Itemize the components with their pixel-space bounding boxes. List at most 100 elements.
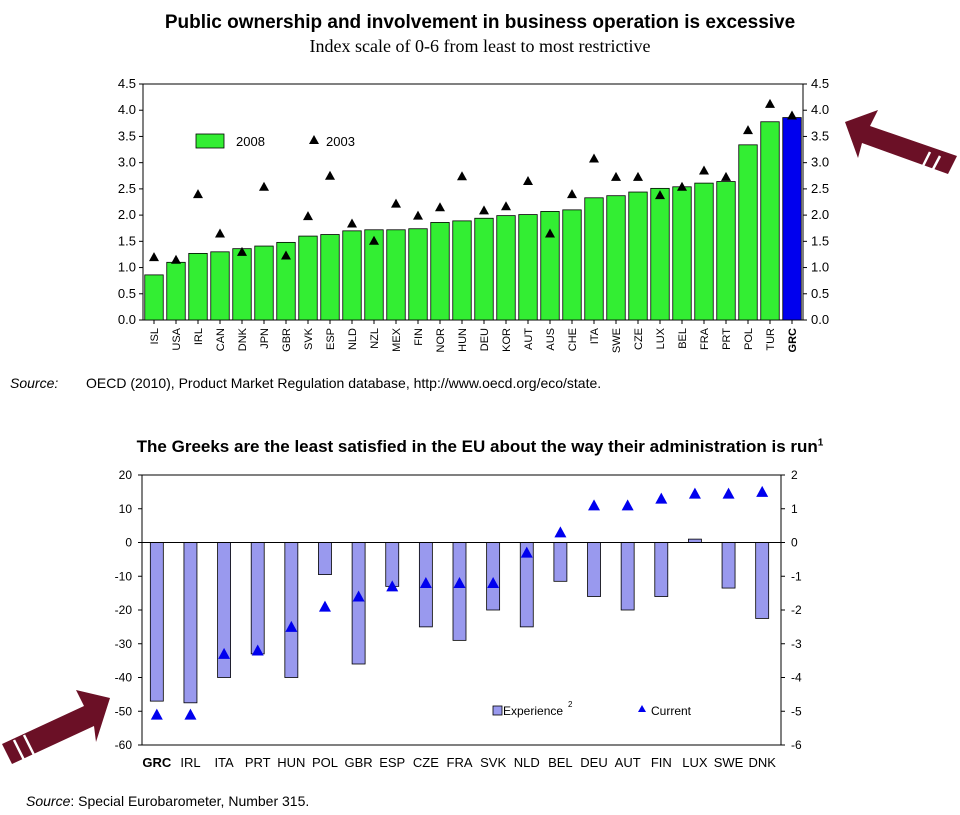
source-text: OECD (2010), Product Market Regulation d… <box>86 375 602 391</box>
x-tick-label: SVK <box>303 327 315 350</box>
legend-label-current: Current <box>651 704 692 718</box>
legend-marker-2003 <box>309 135 319 144</box>
chart1-subtitle: Index scale of 0-6 from least to most re… <box>309 36 651 56</box>
x-tick-label: AUT <box>615 755 641 770</box>
y-tick-label: 3.0 <box>118 155 136 170</box>
x-tick-label: DEU <box>580 755 607 770</box>
marker-2003 <box>237 246 247 256</box>
y2-tick-label: -5 <box>791 704 802 718</box>
legend-swatch-2008 <box>195 133 225 149</box>
bar-experience <box>452 542 467 641</box>
bar-experience <box>250 542 265 655</box>
x-tick-label: PRT <box>245 755 271 770</box>
x-tick-label: IRL <box>193 328 205 345</box>
y2-tick-label: 0.0 <box>811 312 829 327</box>
marker-2003 <box>215 228 225 238</box>
y-tick-label: 20 <box>119 468 133 482</box>
x-tick-label: GRC <box>142 755 172 770</box>
marker-current <box>386 580 399 592</box>
y-tick-label: -20 <box>115 603 133 617</box>
marker-current <box>554 526 567 538</box>
marker-current <box>419 577 432 588</box>
bar-experience <box>587 542 601 597</box>
y2-tick-label: 0.5 <box>811 286 829 301</box>
y2-tick-label: -2 <box>791 603 802 617</box>
x-tick-label: CZE <box>413 755 439 770</box>
bar-experience <box>755 542 770 619</box>
marker-current <box>184 708 197 720</box>
source-label: Source: <box>10 375 59 391</box>
x-tick-label: SWE <box>611 328 623 353</box>
marker-2003 <box>765 98 775 108</box>
x-tick-label: ESP <box>379 755 405 770</box>
legend-label-experience: Experience <box>503 704 563 718</box>
x-tick-label: KOR <box>501 328 513 352</box>
x-tick-label: NLD <box>514 755 540 770</box>
bar-experience <box>486 542 501 611</box>
marker-2003 <box>567 189 577 199</box>
x-tick-label: HUN <box>277 755 305 770</box>
chart1-plot: 0.0 0.0 0.5 0.5 1.0 1.0 1.5 1.5 2.0 2.0 2.5 2.5 3.0 3… <box>118 76 957 353</box>
bar-experience <box>183 542 198 704</box>
y-tick-label: 0.5 <box>118 286 136 301</box>
marker-current <box>318 600 331 612</box>
y2-tick-label: 4.0 <box>811 102 829 117</box>
marker-2003 <box>633 171 643 181</box>
legend-label-2008: 2008 <box>236 134 265 149</box>
x-tick-label: SWE <box>714 755 744 770</box>
x-tick-label: IRL <box>180 755 200 770</box>
marker-2003 <box>413 210 423 220</box>
x-tick-label: NOR <box>435 328 447 353</box>
marker-current <box>251 644 264 656</box>
y2-tick-label: -3 <box>791 637 802 651</box>
marker-2003 <box>677 181 687 191</box>
legend-label-2003: 2003 <box>326 134 355 149</box>
y-tick-label: 4.5 <box>118 76 136 91</box>
x-tick-label: NLD <box>347 328 359 350</box>
y-tick-label: -50 <box>115 704 133 718</box>
bar-experience <box>351 542 366 665</box>
x-tick-label: NZL <box>369 328 381 349</box>
marker-2003 <box>171 254 181 264</box>
highlight-arrow <box>2 690 110 764</box>
chart2-title-footnote: 1 <box>817 437 824 449</box>
x-tick-label: ITA <box>214 755 234 770</box>
marker-current <box>352 590 365 602</box>
x-tick-label: POL <box>312 755 338 770</box>
y-tick-label: 3.5 <box>118 128 136 143</box>
marker-2003 <box>545 228 555 238</box>
bar-experience <box>149 542 164 702</box>
x-tick-label: FRA <box>447 755 473 770</box>
x-tick-label: GRC <box>787 328 799 353</box>
x-tick-label: CHE <box>567 328 579 351</box>
marker-2003 <box>457 171 467 181</box>
bar-experience <box>688 538 702 543</box>
marker-2003 <box>369 235 379 245</box>
marker-current <box>285 620 298 632</box>
source-text: : Special Eurobarometer, Number 315. <box>70 793 310 809</box>
marker-current <box>218 647 231 659</box>
y2-tick-label: 1.5 <box>811 233 829 248</box>
marker-2003 <box>721 171 731 181</box>
x-tick-label: FRA <box>699 327 711 350</box>
bar-experience <box>620 542 635 611</box>
x-tick-label: JPN <box>259 328 271 349</box>
y2-tick-label: -4 <box>791 671 802 685</box>
marker-2003 <box>347 218 357 228</box>
x-tick-label: TUR <box>765 328 777 351</box>
marker-current <box>487 577 500 588</box>
marker-current <box>621 499 634 511</box>
y-tick-label: 1.5 <box>118 233 136 248</box>
marker-2003 <box>435 202 445 212</box>
y2-tick-label: 0 <box>791 536 798 550</box>
y-tick-label: 4.0 <box>118 102 136 117</box>
y2-tick-label: 3.0 <box>811 155 829 170</box>
marker-2003 <box>523 176 533 186</box>
highlight-arrow <box>845 110 957 174</box>
legend-marker-current <box>638 705 646 712</box>
x-tick-label: FIN <box>651 755 672 770</box>
marker-2003 <box>699 165 709 175</box>
bar-experience <box>553 542 568 582</box>
source-label: Source <box>26 793 71 809</box>
x-tick-label: ISL <box>149 328 161 345</box>
